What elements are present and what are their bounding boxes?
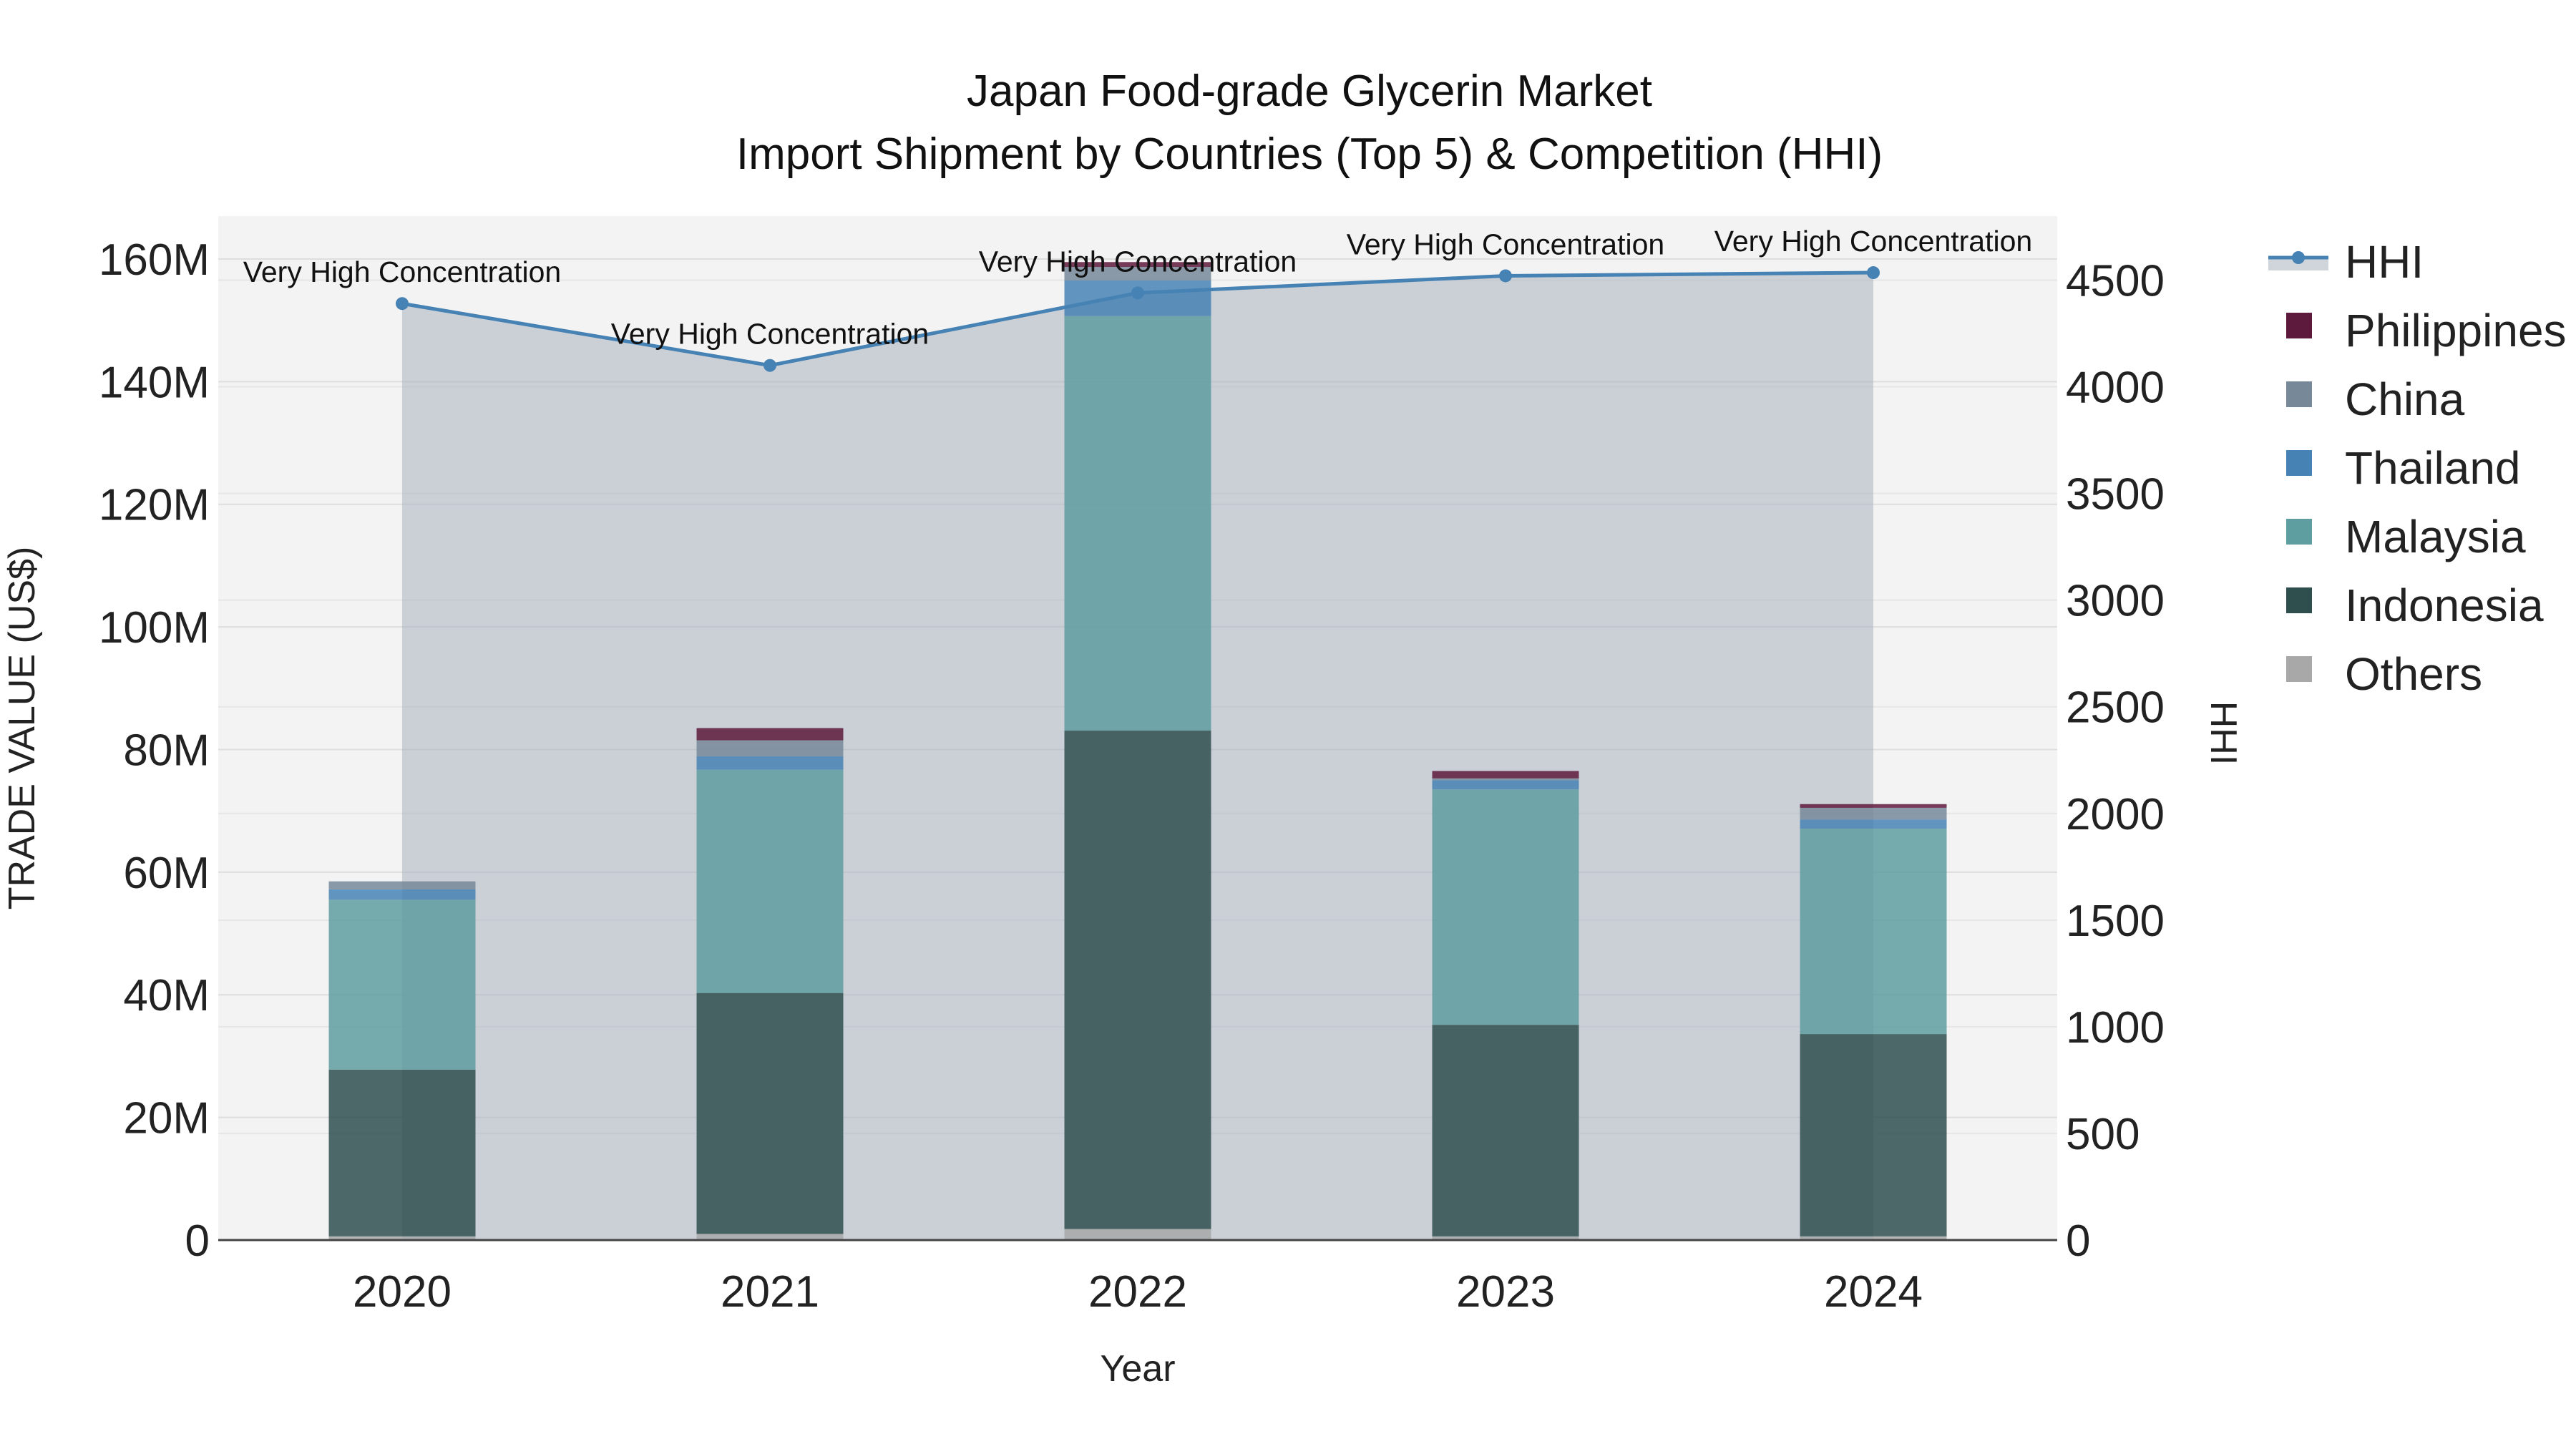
hhi-point-2022 [1131, 286, 1144, 300]
bar-china-2021 [696, 740, 844, 756]
bar-philippines-2023 [1432, 771, 1579, 779]
y-tick-label-7: 140M [99, 358, 210, 407]
bar-others-2021 [696, 1234, 844, 1240]
legend-swatch-malaysia [2286, 519, 2312, 545]
legend-label-china: China [2345, 374, 2465, 425]
bar-others-2023 [1432, 1236, 1579, 1240]
bar-malaysia-2023 [1432, 789, 1579, 1025]
chart-title-line-1: Japan Food-grade Glycerin Market [967, 67, 1652, 116]
hhi-annotation-2023: Very High Concentration [1347, 228, 1664, 260]
bar-others-2020 [328, 1236, 476, 1240]
y-tick-label-3: 60M [123, 849, 210, 898]
bar-thailand-2020 [328, 889, 476, 900]
legend-label-malaysia: Malaysia [2345, 511, 2526, 562]
hhi-point-2024 [1867, 266, 1880, 280]
y-tick-label-6: 120M [99, 481, 210, 530]
y2-tick-label-0: 0 [2066, 1216, 2090, 1266]
bar-others-2024 [1800, 1236, 1947, 1240]
hhi-point-2023 [1499, 269, 1512, 283]
bar-thailand-2023 [1432, 780, 1579, 790]
y2-tick-label-8: 4000 [2066, 364, 2165, 413]
bar-others-2022 [1064, 1229, 1211, 1240]
y2-tick-label-9: 4500 [2066, 256, 2165, 306]
hhi-annotation-2020: Very High Concentration [243, 255, 561, 288]
x-tick-label-2020: 2020 [353, 1267, 452, 1317]
hhi-point-2020 [396, 297, 409, 311]
bar-malaysia-2022 [1064, 316, 1211, 731]
y2-tick-label-4: 2000 [2066, 790, 2165, 839]
legend-label-others: Others [2345, 648, 2482, 700]
x-tick-label-2024: 2024 [1824, 1267, 1923, 1317]
y-tick-label-0: 0 [185, 1216, 210, 1266]
legend-swatch-thailand [2286, 450, 2312, 476]
y2-tick-label-6: 3000 [2066, 577, 2165, 626]
bar-indonesia-2022 [1064, 730, 1211, 1229]
bar-malaysia-2020 [328, 899, 476, 1070]
legend-label-philippines: Philippines [2345, 305, 2567, 356]
bar-indonesia-2021 [696, 992, 844, 1234]
x-tick-label-2023: 2023 [1456, 1267, 1555, 1317]
y-tick-label-5: 100M [99, 603, 210, 653]
y2-tick-label-2: 1000 [2066, 1003, 2165, 1053]
y-tick-label-2: 40M [123, 971, 210, 1020]
bar-indonesia-2024 [1800, 1034, 1947, 1236]
y2-tick-label-5: 2500 [2066, 683, 2165, 733]
legend-swatch-philippines [2286, 313, 2312, 338]
bar-china-2022 [1064, 267, 1211, 280]
bar-indonesia-2020 [328, 1069, 476, 1236]
bar-thailand-2021 [696, 756, 844, 770]
bar-china-2024 [1800, 807, 1947, 820]
legend-label-thailand: Thailand [2345, 442, 2521, 494]
y-axis-title: TRADE VALUE (US$) [1, 547, 43, 910]
hhi-annotation-2024: Very High Concentration [1714, 225, 2032, 258]
bar-philippines-2021 [696, 728, 844, 741]
legend-swatch-china [2286, 381, 2312, 407]
hhi-annotation-2021: Very High Concentration [611, 318, 929, 351]
legend-swatch-indonesia [2286, 587, 2312, 613]
bar-china-2023 [1432, 778, 1579, 781]
x-axis-title: Year [1100, 1348, 1175, 1390]
x-tick-label-2021: 2021 [721, 1267, 819, 1317]
chart-title-line-2: Import Shipment by Countries (Top 5) & C… [736, 130, 1883, 179]
legend-label-hhi: HHI [2345, 236, 2424, 288]
y-tick-label-8: 160M [99, 235, 210, 285]
bar-malaysia-2021 [696, 769, 844, 993]
y2-axis-title: HHI [2202, 701, 2244, 766]
y2-tick-label-1: 500 [2066, 1110, 2140, 1159]
y-tick-label-1: 20M [123, 1094, 210, 1143]
legend-swatch-others [2286, 656, 2312, 682]
bar-philippines-2024 [1800, 804, 1947, 808]
bar-china-2020 [328, 881, 476, 889]
y2-tick-label-7: 3500 [2066, 470, 2165, 519]
y2-tick-label-3: 1500 [2066, 897, 2165, 946]
hhi-annotation-2022: Very High Concentration [979, 245, 1297, 278]
bar-philippines-2022 [1064, 262, 1211, 268]
legend-swatch-hhi-marker [2292, 251, 2305, 264]
bar-indonesia-2023 [1432, 1025, 1579, 1236]
y-tick-label-4: 80M [123, 726, 210, 775]
hhi-point-2021 [763, 358, 776, 372]
x-tick-label-2022: 2022 [1088, 1267, 1187, 1317]
legend-label-indonesia: Indonesia [2345, 580, 2544, 631]
bar-thailand-2024 [1800, 819, 1947, 829]
bar-malaysia-2024 [1800, 829, 1947, 1035]
